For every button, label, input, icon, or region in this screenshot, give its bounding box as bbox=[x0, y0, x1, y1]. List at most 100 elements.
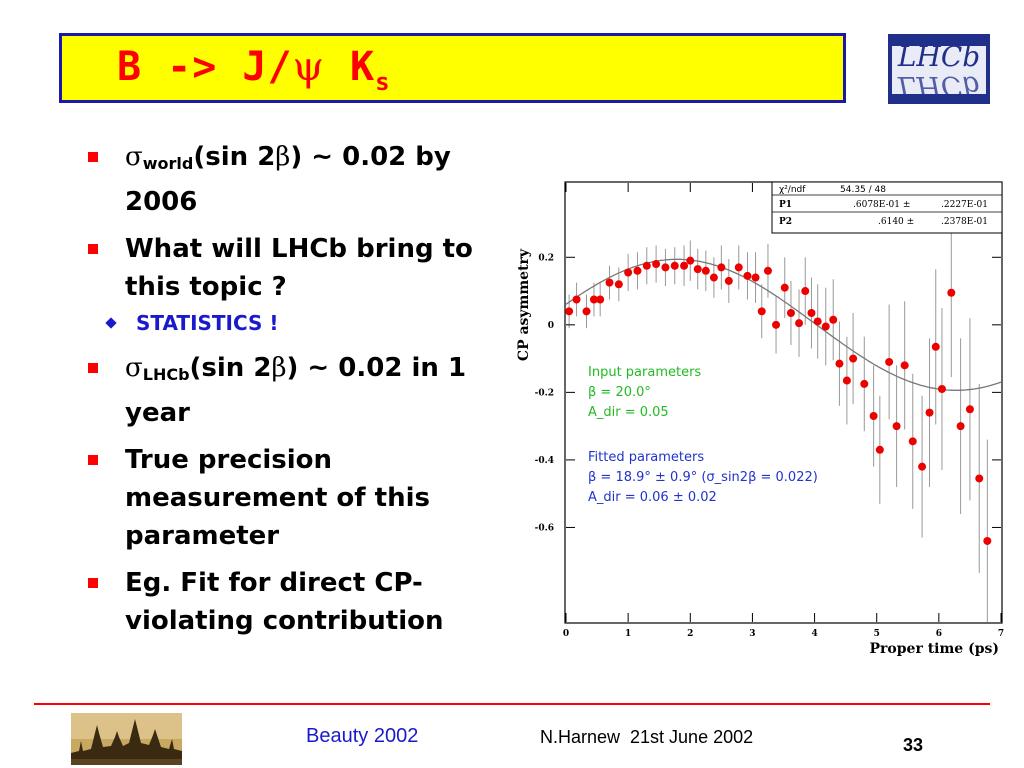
bullet-lhcb-precision: σLHCb(sin 2β) ~ 0.02 in 1 year bbox=[88, 349, 518, 432]
data-point-20 bbox=[734, 263, 743, 272]
data-point-37 bbox=[860, 379, 869, 388]
data-point-17 bbox=[709, 273, 718, 282]
data-point-22 bbox=[751, 273, 760, 282]
data-point-6 bbox=[614, 280, 623, 289]
data-point-48 bbox=[947, 288, 956, 297]
data-point-35 bbox=[842, 376, 851, 385]
data-point-1 bbox=[572, 295, 581, 304]
cathedral-image bbox=[71, 713, 182, 765]
data-point-45 bbox=[925, 408, 934, 417]
logo-reflection: LHCb bbox=[897, 70, 981, 103]
data-point-26 bbox=[780, 283, 789, 292]
y-tick-labels: 0.2 0 -0.2 -0.4 -0.6 bbox=[535, 253, 554, 533]
x-tick-label-0: 0 bbox=[563, 629, 569, 639]
x-tick-labels: 0 1 2 3 4 5 6 7 bbox=[563, 629, 1004, 639]
bullet-marker bbox=[88, 244, 98, 254]
data-point-28 bbox=[795, 319, 804, 328]
x-tick-label-2: 2 bbox=[687, 629, 693, 639]
data-point-36 bbox=[849, 354, 858, 363]
data-point-30 bbox=[807, 309, 816, 318]
data-point-4 bbox=[596, 295, 605, 304]
sub-bullet-statistics: STATISTICS ! bbox=[88, 309, 518, 337]
data-point-52 bbox=[983, 536, 992, 545]
data-point-41 bbox=[892, 422, 901, 431]
data-point-32 bbox=[821, 322, 830, 331]
fit-stats-box: χ²/ndf 54.35 / 48 P1 .6078E-01 ± .2227E-… bbox=[771, 181, 1003, 234]
fit-curve bbox=[565, 258, 1002, 391]
data-point-33 bbox=[829, 315, 838, 324]
data-point-8 bbox=[633, 266, 642, 275]
data-point-47 bbox=[937, 384, 946, 393]
x-tick-label-6: 6 bbox=[936, 629, 942, 639]
bullet-marker bbox=[88, 363, 98, 373]
fitted-params-title: Fitted parameters bbox=[588, 450, 704, 465]
axis-ticks bbox=[565, 183, 1002, 622]
y-tick-label-0: 0.2 bbox=[538, 253, 554, 263]
footer-conference: Beauty 2002 bbox=[306, 725, 419, 747]
bullet-list: σworld(sin 2β) ~ 0.02 by 2006 What will … bbox=[88, 138, 518, 649]
bullet-marker bbox=[88, 152, 98, 162]
bullet-true-precision: True precision measurement of this param… bbox=[88, 441, 518, 555]
fitted-adir: A_dir = 0.06 ± 0.02 bbox=[588, 490, 717, 505]
data-point-51 bbox=[975, 474, 984, 483]
data-point-0 bbox=[565, 307, 574, 316]
data-point-5 bbox=[605, 278, 614, 287]
data-point-19 bbox=[724, 276, 733, 285]
data-point-34 bbox=[835, 359, 844, 368]
data-point-49 bbox=[956, 422, 965, 431]
footer-author-date: N.Harnew 21st June 2002 bbox=[540, 727, 754, 747]
data-point-11 bbox=[661, 263, 670, 272]
p1-value: .6078E-01 ± bbox=[853, 200, 910, 210]
p2-name: P2 bbox=[779, 217, 792, 227]
data-point-46 bbox=[931, 342, 940, 351]
data-point-9 bbox=[642, 261, 651, 270]
data-point-15 bbox=[693, 265, 702, 274]
data-point-21 bbox=[743, 271, 752, 280]
input-adir: A_dir = 0.05 bbox=[588, 405, 669, 420]
data-point-40 bbox=[885, 357, 894, 366]
x-axis-label: Proper time (ps) bbox=[870, 641, 1000, 657]
input-params-title: Input parameters bbox=[588, 365, 701, 380]
chi2-value: 54.35 / 48 bbox=[840, 185, 886, 195]
data-point-50 bbox=[965, 405, 974, 414]
bullet-world-precision: σworld(sin 2β) ~ 0.02 by 2006 bbox=[88, 138, 518, 221]
slide-title: B -> J/ψ Ks bbox=[117, 44, 391, 96]
y-tick-label-2: -0.2 bbox=[535, 388, 554, 398]
p2-error: .2378E-01 bbox=[941, 217, 988, 227]
y-tick-label-1: 0 bbox=[548, 321, 554, 331]
data-point-24 bbox=[763, 266, 772, 275]
data-points bbox=[565, 256, 992, 545]
data-point-2 bbox=[582, 307, 591, 316]
data-point-42 bbox=[900, 361, 909, 370]
data-point-3 bbox=[589, 295, 598, 304]
bullet-lhcb-bring: What will LHCb bring to this topic ? bbox=[88, 230, 518, 306]
data-point-10 bbox=[652, 260, 661, 269]
title-banner: B -> J/ψ Ks bbox=[59, 33, 846, 103]
page-number: 33 bbox=[903, 735, 924, 755]
x-tick-label-4: 4 bbox=[811, 629, 817, 639]
logo-text: LHCb bbox=[897, 40, 981, 73]
x-tick-label-7: 7 bbox=[998, 629, 1004, 639]
bullet-marker bbox=[88, 578, 98, 588]
lhcb-logo: LHCb LHCb bbox=[888, 34, 990, 104]
y-tick-label-3: -0.4 bbox=[535, 456, 554, 466]
data-point-31 bbox=[813, 317, 822, 326]
x-tick-label-3: 3 bbox=[749, 629, 755, 639]
data-point-39 bbox=[875, 445, 884, 454]
cp-asymmetry-chart: 0 1 2 3 4 5 6 7 0.2 0 -0.2 -0.4 -0.6 χ²/ndf 54.35 /… bbox=[516, 181, 1004, 657]
sub-bullet-marker bbox=[105, 317, 117, 329]
data-point-14 bbox=[686, 256, 695, 265]
data-point-43 bbox=[908, 437, 917, 446]
input-beta: β = 20.0° bbox=[588, 385, 651, 400]
data-point-38 bbox=[869, 412, 878, 421]
bullet-marker bbox=[88, 455, 98, 465]
footer-divider bbox=[34, 703, 990, 705]
p2-value: .6140 ± bbox=[878, 217, 914, 227]
chi2-label: χ²/ndf bbox=[779, 185, 806, 195]
fitted-beta: β = 18.9° ± 0.9° (σ_sin2β = 0.022) bbox=[588, 470, 818, 485]
data-point-29 bbox=[801, 287, 810, 296]
data-point-13 bbox=[680, 261, 689, 270]
data-point-18 bbox=[717, 263, 726, 272]
data-point-27 bbox=[786, 309, 795, 318]
y-axis-label: CP asymmetry bbox=[516, 248, 532, 361]
